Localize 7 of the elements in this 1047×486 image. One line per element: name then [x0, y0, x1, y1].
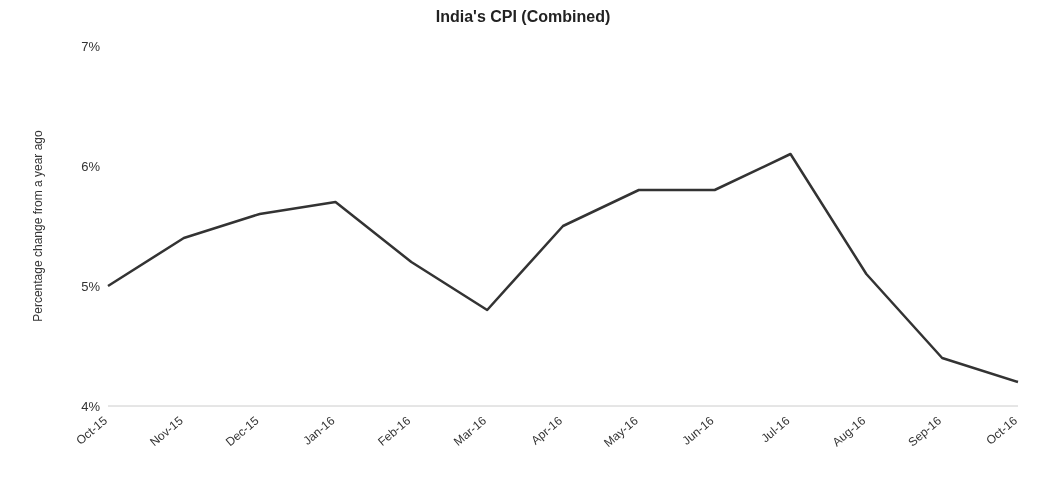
- y-tick-label: 7%: [81, 38, 101, 54]
- line-series: [106, 152, 1020, 384]
- y-axis-title: Percentage change from a year ago: [31, 129, 46, 322]
- chart-title: India's CPI (Combined): [434, 8, 612, 26]
- y-tick-label: 5%: [81, 278, 101, 294]
- y-tick-label: 4%: [81, 398, 101, 414]
- y-tick-label: 6%: [81, 158, 101, 174]
